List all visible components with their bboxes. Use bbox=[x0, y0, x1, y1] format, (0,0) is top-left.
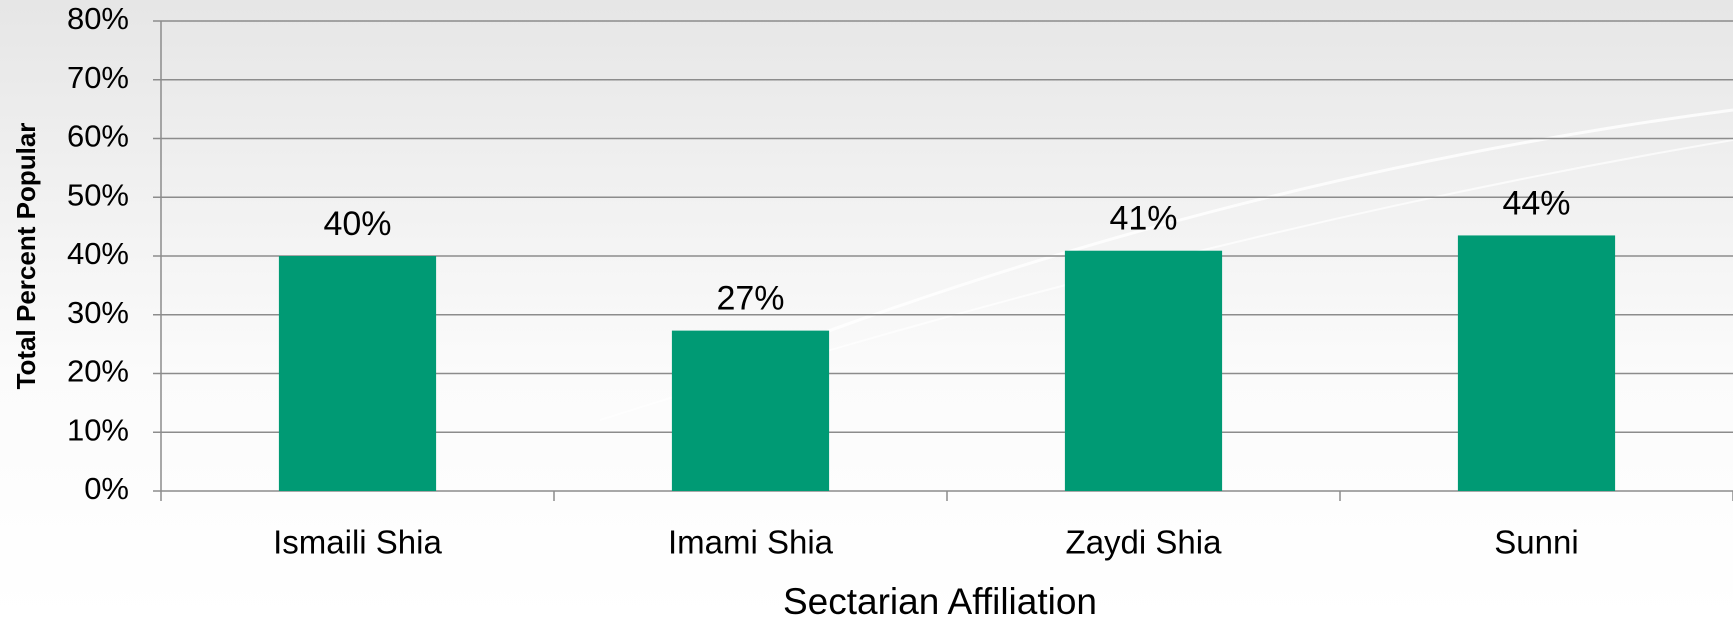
data-label: 41% bbox=[1109, 200, 1177, 238]
data-label: 27% bbox=[716, 280, 784, 318]
x-tick-label: Ismaili Shia bbox=[273, 524, 442, 561]
bar bbox=[278, 256, 437, 491]
bar bbox=[1064, 250, 1223, 491]
y-tick-label: 10% bbox=[67, 412, 129, 447]
data-label: 44% bbox=[1502, 184, 1570, 222]
y-tick-label: 60% bbox=[67, 119, 129, 154]
data-label: 40% bbox=[323, 205, 391, 243]
y-tick-label: 20% bbox=[67, 354, 129, 389]
y-tick-label: 50% bbox=[67, 177, 129, 212]
x-axis-title: Sectarian Affiliation bbox=[783, 581, 1097, 621]
x-tick-label: Zaydi Shia bbox=[1066, 524, 1223, 561]
x-tick-label: Sunni bbox=[1494, 524, 1578, 561]
y-axis-title: Total Percent Popular bbox=[11, 123, 41, 390]
y-tick-label: 0% bbox=[84, 471, 129, 506]
bar bbox=[671, 330, 830, 491]
x-tick-label: Imami Shia bbox=[668, 524, 834, 561]
y-tick-label: 40% bbox=[67, 236, 129, 271]
y-tick-label: 80% bbox=[67, 1, 129, 36]
y-tick-label: 30% bbox=[67, 295, 129, 330]
background-swoosh bbox=[699, 108, 1733, 382]
y-tick-label: 70% bbox=[67, 60, 129, 95]
bar bbox=[1457, 235, 1616, 491]
